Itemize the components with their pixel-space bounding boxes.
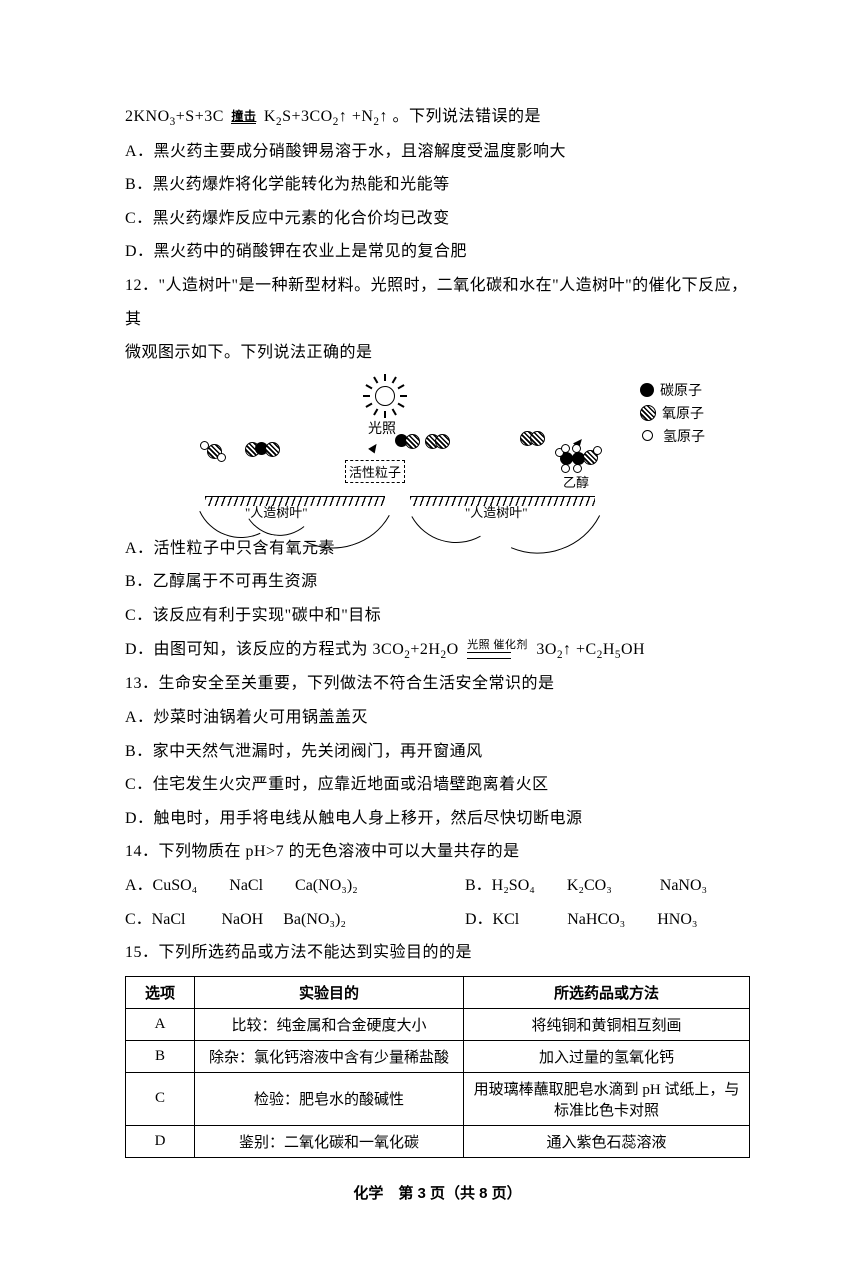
diagram-legend: 碳原子 氧原子 氢原子 xyxy=(640,380,705,449)
th-option: 选项 xyxy=(126,976,195,1008)
eq-r3: ↑ +N xyxy=(339,108,374,125)
eq-tail: ↑ 。下列说法错误的是 xyxy=(379,108,541,125)
q14-opt-b: B．H₂SO₄ K₂CO₃ NaNO₃ xyxy=(465,869,745,903)
q11-equation: 2KNO3+S+3C 撞击 K2S+3CO2↑ +N2↑ 。下列说法错误的是 xyxy=(125,100,750,135)
table-row: A 比较：纯金属和合金硬度大小 将纯铜和黄铜相互刻画 xyxy=(126,1008,750,1040)
cell: 比较：纯金属和合金硬度大小 xyxy=(195,1008,464,1040)
q13-opt-b: B．家中天然气泄漏时，先关闭阀门，再开窗通风 xyxy=(125,735,750,769)
q14-opt-c: C．NaCl NaOH Ba(NO₃)₂ xyxy=(125,903,465,937)
cell: B xyxy=(126,1040,195,1072)
cell: 用玻璃棒蘸取肥皂水滴到 pH 试纸上，与标准比色卡对照 xyxy=(464,1072,750,1125)
q13-stem: 13．生命安全至关重要，下列做法不符合生活安全常识的是 xyxy=(125,667,750,701)
q14-options: A．CuSO₄ NaCl Ca(NO₃)₂ B．H₂SO₄ K₂CO₃ NaNO… xyxy=(125,869,750,936)
q12-stem1: 12．"人造树叶"是一种新型材料。光照时，二氧化碳和水在"人造树叶"的催化下反应… xyxy=(125,269,750,336)
q12-opt-d: D．由图可知，该反应的方程式为 3CO2+2H2O 光照 催化剂 3O2↑ +C… xyxy=(125,633,750,668)
eq-r2: S+3CO xyxy=(282,108,333,125)
th-purpose: 实验目的 xyxy=(195,976,464,1008)
cell: C xyxy=(126,1072,195,1125)
cell: A xyxy=(126,1008,195,1040)
ethanol-label: 乙醇 xyxy=(563,472,589,491)
q14-stem: 14．下列物质在 pH>7 的无色溶液中可以大量共存的是 xyxy=(125,835,750,869)
eq-left: 2KNO xyxy=(125,108,170,125)
q15-table: 选项 实验目的 所选药品或方法 A 比较：纯金属和合金硬度大小 将纯铜和黄铜相互… xyxy=(125,976,750,1158)
table-header-row: 选项 实验目的 所选药品或方法 xyxy=(126,976,750,1008)
q11-opt-d: D．黑火药中的硝酸钾在农业上是常见的复合肥 xyxy=(125,235,750,269)
q11-opt-a: A．黑火药主要成分硝酸钾易溶于水，且溶解度受温度影响大 xyxy=(125,135,750,169)
active-particle-box: 活性粒子 xyxy=(345,460,405,483)
q12-opt-b: B．乙醇属于不可再生资源 xyxy=(125,565,750,599)
reaction-condition-d: 光照 催化剂 xyxy=(467,640,528,659)
table-row: D 鉴别：二氧化碳和一氧化碳 通入紫色石蕊溶液 xyxy=(126,1125,750,1157)
q11-opt-b: B．黑火药爆炸将化学能转化为热能和光能等 xyxy=(125,168,750,202)
page-container: 2KNO3+S+3C 撞击 K2S+3CO2↑ +N2↑ 。下列说法错误的是 A… xyxy=(0,0,860,1243)
sun-label: 光照 xyxy=(368,418,396,438)
cell: 将纯铜和黄铜相互刻画 xyxy=(464,1008,750,1040)
legend-h: 氢原子 xyxy=(663,426,705,446)
q14-opt-a: A．CuSO₄ NaCl Ca(NO₃)₂ xyxy=(125,869,465,903)
q14-opt-d: D．KCl NaHCO₃ HNO₃ xyxy=(465,903,745,937)
eq-r1: K xyxy=(264,108,276,125)
cell: 通入紫色石蕊溶液 xyxy=(464,1125,750,1157)
carbon-atom-icon xyxy=(640,383,654,397)
oxygen-atom-icon xyxy=(640,405,656,421)
cell: 除杂：氯化钙溶液中含有少量稀盐酸 xyxy=(195,1040,464,1072)
cell: 加入过量的氢氧化钙 xyxy=(464,1040,750,1072)
cell: 鉴别：二氧化碳和一氧化碳 xyxy=(195,1125,464,1157)
q11-opt-c: C．黑火药爆炸反应中元素的化合价均已改变 xyxy=(125,202,750,236)
q13-opt-a: A．炒菜时油锅着火可用锅盖盖灭 xyxy=(125,701,750,735)
cell: 检验：肥皂水的酸碱性 xyxy=(195,1072,464,1125)
q13-opt-d: D．触电时，用手将电线从触电人身上移开，然后尽快切断电源 xyxy=(125,802,750,836)
reaction-condition: 撞击 xyxy=(231,110,256,124)
eq-rest: +S+3C xyxy=(176,108,224,125)
table-row: B 除杂：氯化钙溶液中含有少量稀盐酸 加入过量的氢氧化钙 xyxy=(126,1040,750,1072)
th-method: 所选药品或方法 xyxy=(464,976,750,1008)
legend-o: 氧原子 xyxy=(662,403,704,423)
q13-opt-c: C．住宅发生火灾严重时，应靠近地面或沿墙壁跑离着火区 xyxy=(125,768,750,802)
q12-stem2: 微观图示如下。下列说法正确的是 xyxy=(125,336,750,370)
table-row: C 检验：肥皂水的酸碱性 用玻璃棒蘸取肥皂水滴到 pH 试纸上，与标准比色卡对照 xyxy=(126,1072,750,1125)
legend-c: 碳原子 xyxy=(660,380,702,400)
sun-icon xyxy=(365,376,405,416)
q15-stem: 15．下列所选药品或方法不能达到实验目的的是 xyxy=(125,936,750,970)
hydrogen-atom-icon xyxy=(642,430,653,441)
cell: D xyxy=(126,1125,195,1157)
q12-opt-c: C．该反应有利于实现"碳中和"目标 xyxy=(125,599,750,633)
page-footer: 化学 第 3 页（共 8 页） xyxy=(125,1182,750,1203)
q12-diagram: 碳原子 氧原子 氢原子 光照 "人造树叶" "人造树叶" xyxy=(205,376,665,526)
